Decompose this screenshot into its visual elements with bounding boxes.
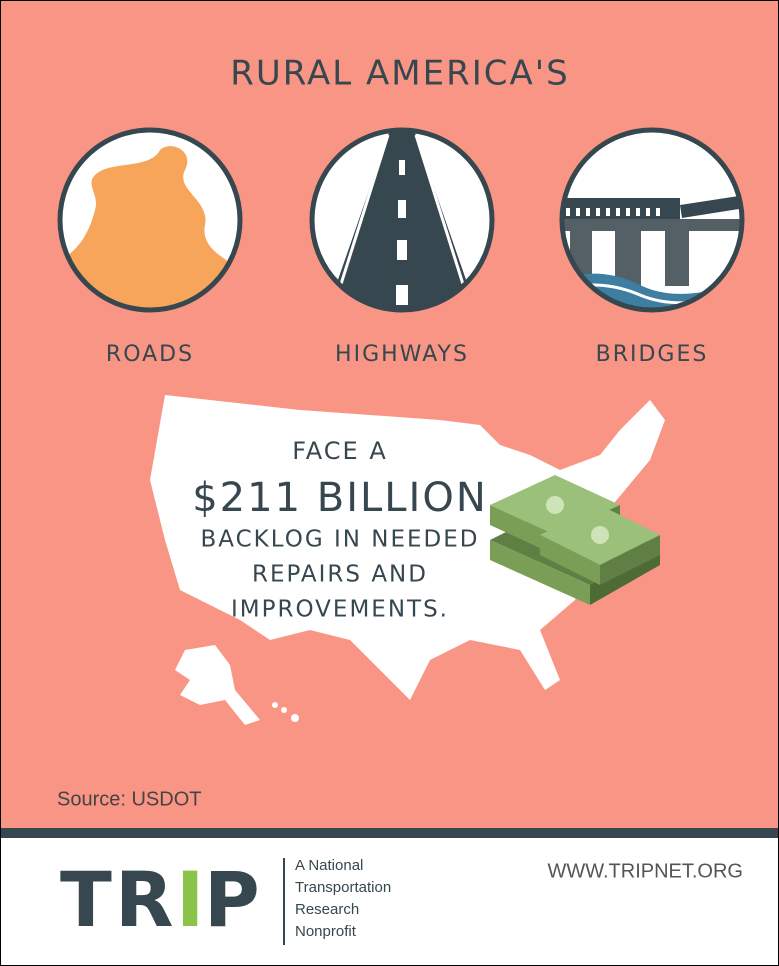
- logo: T R I P: [60, 855, 260, 944]
- url: WWW.TRIPNET.ORG: [547, 860, 743, 882]
- icon-label: BRIDGES: [596, 342, 709, 367]
- amount-text: $211 BILLION: [192, 475, 488, 521]
- source: Source: USDOT: [57, 788, 201, 810]
- divider: [1, 828, 778, 838]
- tagline: Research: [295, 901, 359, 918]
- message-line: REPAIRS AND: [252, 562, 428, 588]
- tagline: A National: [295, 857, 363, 874]
- roads-icon: [57, 127, 243, 313]
- highways-icon: [309, 127, 495, 313]
- logo-letter: P: [204, 855, 260, 944]
- icon-label: ROADS: [106, 342, 194, 367]
- logo-letter: I: [176, 855, 204, 944]
- money-stack: [490, 475, 660, 605]
- title: RURAL AMERICA'S: [230, 54, 569, 94]
- message-line: IMPROVEMENTS.: [231, 597, 449, 623]
- lead-text: FACE A: [292, 437, 388, 465]
- logo-letter: T: [60, 855, 112, 944]
- message-line: BACKLOG IN NEEDED: [200, 527, 479, 553]
- tagline: Nonprofit: [295, 923, 357, 940]
- us-map: [150, 395, 665, 725]
- tagline: Transportation: [295, 879, 391, 896]
- icon-label: HIGHWAYS: [335, 342, 469, 367]
- logo-letter: R: [115, 855, 174, 944]
